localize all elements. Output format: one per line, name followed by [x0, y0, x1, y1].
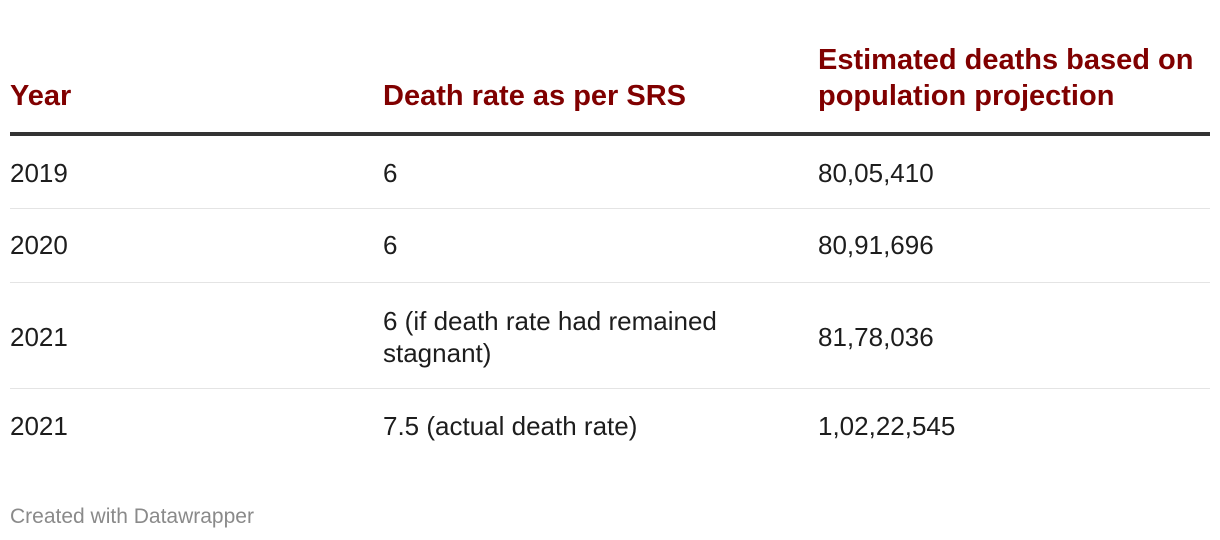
- table-row: 2021 6 (if death rate had remained stagn…: [10, 282, 1210, 389]
- table-body: 2019 6 80,05,410 2020 6 80,91,696 2021 6…: [10, 134, 1210, 464]
- cell-death-rate: 6: [383, 134, 818, 209]
- table-row: 2020 6 80,91,696: [10, 208, 1210, 283]
- data-table-container: Year Death rate as per SRS Estimated dea…: [10, 42, 1210, 464]
- column-header-year: Year: [10, 42, 383, 136]
- cell-year: 2021: [10, 282, 383, 389]
- cell-estimated-deaths: 80,91,696: [818, 208, 1210, 283]
- header-row: Year Death rate as per SRS Estimated dea…: [10, 42, 1210, 136]
- cell-estimated-deaths: 1,02,22,545: [818, 411, 956, 442]
- cell-year: 2019: [10, 134, 383, 209]
- cell-death-rate: 6: [383, 208, 818, 283]
- cell-year: 2021: [10, 411, 68, 442]
- cell-estimated-deaths: 81,78,036: [818, 282, 1210, 389]
- cell-death-rate: 6 (if death rate had remained stagnant): [383, 282, 818, 389]
- cell-death-rate: 7.5 (actual death rate): [383, 411, 638, 442]
- table-row: 2019 6 80,05,410: [10, 134, 1210, 209]
- table-header: Year Death rate as per SRS Estimated dea…: [10, 42, 1210, 136]
- column-header-estimated-deaths: Estimated deaths based on population pro…: [818, 42, 1210, 136]
- table-row: 2021 7.5 (actual death rate) 1,02,22,545: [10, 388, 1210, 464]
- column-header-death-rate: Death rate as per SRS: [383, 42, 818, 136]
- data-table: Year Death rate as per SRS Estimated dea…: [10, 42, 1210, 464]
- cell-year: 2020: [10, 208, 383, 283]
- cell-estimated-deaths: 80,05,410: [818, 134, 1210, 209]
- datawrapper-credit: Created with Datawrapper: [10, 505, 254, 528]
